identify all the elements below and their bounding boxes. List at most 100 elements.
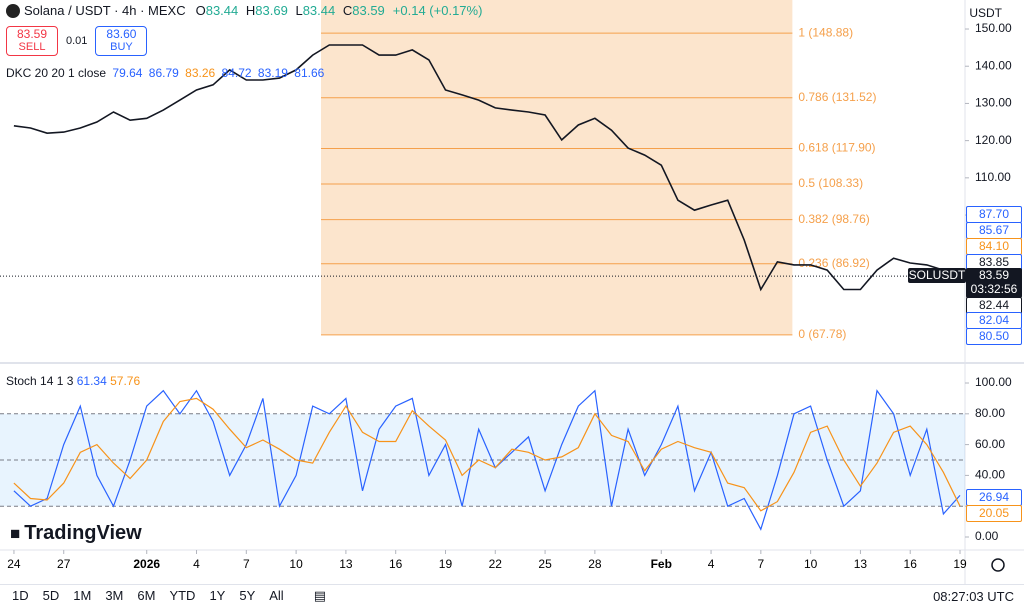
x-tick-label: 13 bbox=[854, 557, 868, 571]
ohlc-value: 83.44 bbox=[205, 3, 239, 18]
stoch-d-label: 20.05 bbox=[966, 505, 1022, 522]
spread: 0.01 bbox=[66, 35, 88, 47]
x-tick-label: 7 bbox=[758, 557, 765, 571]
stoch-k: 61.34 bbox=[76, 374, 107, 388]
ohlc-key: H bbox=[245, 3, 256, 18]
x-tick-label: 28 bbox=[588, 557, 602, 571]
change: +0.14 (+0.17%) bbox=[392, 3, 483, 18]
calendar-icon[interactable]: ▤ bbox=[313, 588, 326, 603]
series-line bbox=[13, 397, 961, 512]
brand: ■ TradingView bbox=[10, 522, 142, 545]
x-tick-label: 16 bbox=[389, 557, 403, 571]
x-tick-label: 22 bbox=[489, 557, 503, 571]
x-tick-label: 16 bbox=[904, 557, 918, 571]
symbol-label: SOLUSDT bbox=[908, 268, 966, 283]
buy-price: 83.60 bbox=[106, 27, 137, 41]
dkc-label: DKC 20 20 1 close bbox=[6, 66, 107, 80]
x-tick-label: 4 bbox=[193, 557, 200, 571]
range-button[interactable]: 5Y bbox=[239, 588, 256, 603]
stoch-d: 57.76 bbox=[110, 374, 141, 388]
dkc-value: 79.64 bbox=[112, 66, 143, 80]
ohlc: O83.44 H83.69 L83.44 C83.59 bbox=[196, 3, 389, 18]
fib-label: 0.786 (131.52) bbox=[798, 90, 876, 104]
range-button[interactable]: 3M bbox=[105, 588, 124, 603]
currency[interactable]: USDT bbox=[969, 6, 1002, 20]
x-tick-label: 19 bbox=[439, 557, 453, 571]
fib-label: 0.618 (117.90) bbox=[798, 141, 875, 155]
y-tick-label: 100.00 bbox=[975, 375, 1012, 389]
trade-panel: 83.59 SELL 0.01 83.60 BUY bbox=[6, 26, 148, 56]
fib-label: 0.5 (108.33) bbox=[798, 176, 863, 190]
price-label: 84.10 bbox=[966, 238, 1022, 255]
pane: 1 (148.88) 0.786 (131.52) 0.618 (117.90) 0.… bbox=[0, 0, 1012, 571]
fib-label: 1 (148.88) bbox=[798, 25, 853, 39]
sell-button[interactable]: 83.59 SELL bbox=[6, 26, 58, 56]
range-buttons: 1D 5D 1M 3M 6M YTD 1Y 5Y All ▤ bbox=[12, 588, 326, 604]
x-tick-label: 27 bbox=[57, 557, 71, 571]
dkc-value: 86.79 bbox=[148, 66, 179, 80]
ohlc-key: L bbox=[295, 3, 303, 18]
ohlc-key: O bbox=[195, 3, 206, 18]
x-tick-label: 19 bbox=[953, 557, 967, 571]
last-price-label: 83.59 03:32:56 bbox=[966, 268, 1022, 298]
dkc-value: 83.19 bbox=[257, 66, 288, 80]
range-button[interactable]: 5D bbox=[42, 588, 60, 603]
price-label: 80.50 bbox=[966, 328, 1022, 345]
fib-label: 0.382 (98.76) bbox=[798, 212, 869, 226]
countdown: 03:32:56 bbox=[970, 282, 1018, 296]
range-button[interactable]: 1M bbox=[73, 588, 92, 603]
x-tick-label: Feb bbox=[651, 557, 672, 571]
y-tick-label: 140.00 bbox=[975, 58, 1012, 72]
brand-logo: ■ bbox=[10, 524, 21, 543]
x-tick-label: 7 bbox=[243, 557, 250, 571]
clock[interactable]: 08:27:03 UTC bbox=[933, 588, 1014, 604]
symbol[interactable]: Solana / USDT · 4h · MEXC bbox=[24, 3, 186, 18]
y-tick-label: 40.00 bbox=[975, 468, 1005, 482]
range-button[interactable]: 6M bbox=[137, 588, 156, 603]
dkc-legend: DKC 20 20 1 close 79.64 86.79 83.26 84.7… bbox=[6, 66, 327, 80]
x-tick-label: 2026 bbox=[133, 557, 160, 571]
price-label: 82.44 bbox=[966, 297, 1022, 314]
stoch-title: Stoch 14 1 3 bbox=[6, 374, 74, 388]
brand-name: TradingView bbox=[24, 522, 142, 544]
price-label: 83.85 bbox=[966, 254, 1022, 271]
y-tick-label: 60.00 bbox=[975, 437, 1005, 451]
y-tick-label: 80.00 bbox=[975, 406, 1005, 420]
sell-price: 83.59 bbox=[16, 27, 48, 41]
x-tick-label: 13 bbox=[339, 557, 353, 571]
dkc-value: 81.66 bbox=[294, 66, 325, 80]
fib-label: 0.236 (86.92) bbox=[798, 256, 869, 270]
stoch-legend: Stoch 14 1 3 61.34 57.76 bbox=[6, 374, 140, 388]
y-tick-label: 0.00 bbox=[975, 529, 999, 543]
buy-button[interactable]: 83.60 BUY bbox=[95, 26, 148, 56]
x-tick-label: 25 bbox=[538, 557, 552, 571]
y-tick-label: 150.00 bbox=[975, 21, 1012, 35]
dkc-value: 83.26 bbox=[185, 66, 216, 80]
stoch-band bbox=[0, 413, 965, 507]
x-tick-label: 10 bbox=[804, 557, 818, 571]
ohlc-value: 83.59 bbox=[352, 3, 385, 18]
sell-label: SELL bbox=[18, 41, 46, 53]
y-tick-label: 120.00 bbox=[975, 133, 1012, 147]
x-tick-label: 4 bbox=[708, 557, 715, 571]
series-line bbox=[13, 44, 961, 292]
range-button[interactable]: 1Y bbox=[209, 588, 226, 603]
y-tick-label: 110.00 bbox=[975, 170, 1011, 184]
toolbar: 1D 5D 1M 3M 6M YTD 1Y 5Y All ▤ 08:27:03 … bbox=[0, 584, 1024, 607]
x-tick-label: 24 bbox=[7, 557, 21, 571]
stoch-k-label: 26.94 bbox=[966, 489, 1022, 506]
logo bbox=[6, 3, 20, 18]
fib-area bbox=[321, 0, 793, 335]
ohlc-key: C bbox=[342, 3, 353, 18]
price-label: 82.04 bbox=[966, 312, 1022, 329]
fib-label: 0 (67.78) bbox=[798, 327, 846, 341]
range-button[interactable]: YTD bbox=[169, 588, 196, 603]
x-tick-label: 10 bbox=[289, 557, 303, 571]
buy-label: BUY bbox=[110, 41, 133, 53]
range-button[interactable]: All bbox=[269, 588, 284, 603]
ohlc-value: 83.44 bbox=[302, 3, 336, 18]
range-button[interactable]: 1D bbox=[12, 588, 29, 603]
